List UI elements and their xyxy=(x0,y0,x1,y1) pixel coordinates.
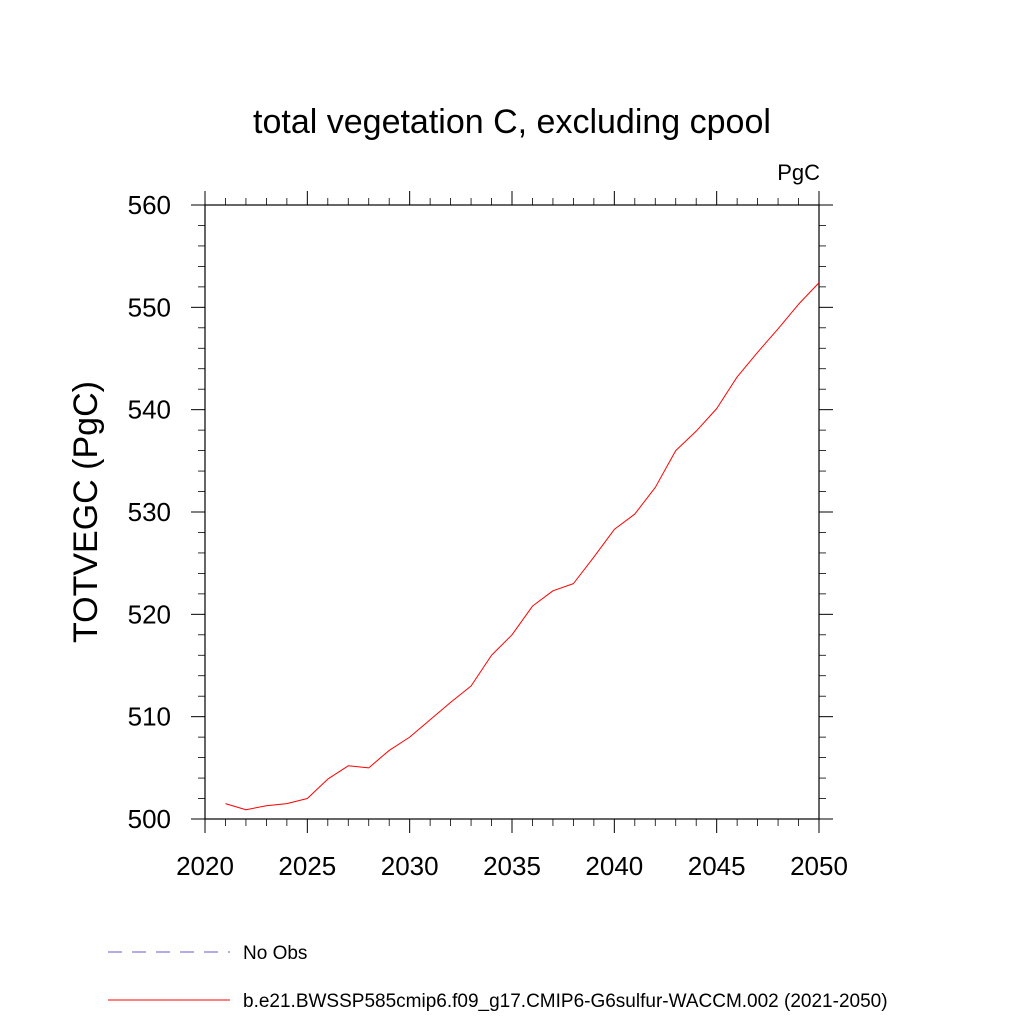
legend-label-no-obs: No Obs xyxy=(243,943,307,964)
x-tick-label: 2030 xyxy=(381,851,439,881)
x-tick-label: 2035 xyxy=(483,851,541,881)
chart-title: total vegetation C, excluding cpool xyxy=(253,103,771,141)
x-tick-label: 2020 xyxy=(176,851,234,881)
y-tick-label: 550 xyxy=(128,292,171,322)
x-tick-label: 2050 xyxy=(790,851,848,881)
y-tick-label: 540 xyxy=(128,395,171,425)
y-tick-label: 520 xyxy=(128,599,171,629)
tick-labels: 2020 2025 2030 2035 2040 2045 2050 500 510 520 530… xyxy=(128,190,848,881)
legend-label-series: b.e21.BWSSP585cmip6.f09_g17.CMIP6-G6sulf… xyxy=(243,991,888,1012)
plot-frame xyxy=(204,204,820,820)
y-tick-label: 510 xyxy=(128,702,171,732)
series-line-0 xyxy=(225,282,820,811)
series-layer xyxy=(225,282,820,811)
x-tick-label: 2025 xyxy=(278,851,336,881)
y-tick-label: 560 xyxy=(128,190,171,220)
x-tick-label: 2045 xyxy=(688,851,746,881)
units-label: PgC xyxy=(777,160,820,185)
y-tick-label: 500 xyxy=(128,804,171,834)
y-tick-label: 530 xyxy=(128,497,171,527)
legend: No Obs b.e21.BWSSP585cmip6.f09_g17.CMIP6… xyxy=(108,943,888,1012)
y-axis-label: TOTVEGC (PgC) xyxy=(67,381,105,643)
x-tick-label: 2040 xyxy=(585,851,643,881)
axis-ticks xyxy=(191,191,833,833)
